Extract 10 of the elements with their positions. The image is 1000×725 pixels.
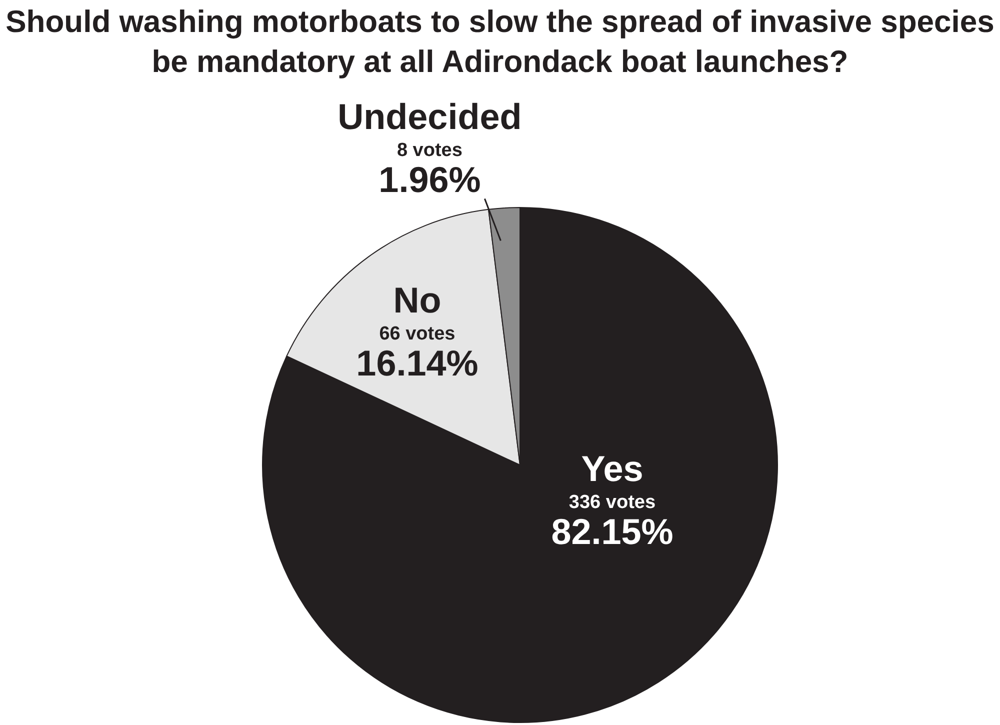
slice-label: Undecided [338,96,522,138]
text: 16.14% [356,342,478,384]
slice-label: Yes [581,448,644,490]
text: 1.96% [378,159,481,200]
slice-label: No [393,280,442,321]
text: 82.15% [551,511,674,552]
data-label: 8 votes [396,140,462,161]
data-label: 336 votes [568,492,656,513]
data-label: 66 votes [379,323,456,344]
chart-title: Should washing motorboats to slow the spread of invasive species be mandatory at all Adirondack boat launches? [4,3,996,81]
